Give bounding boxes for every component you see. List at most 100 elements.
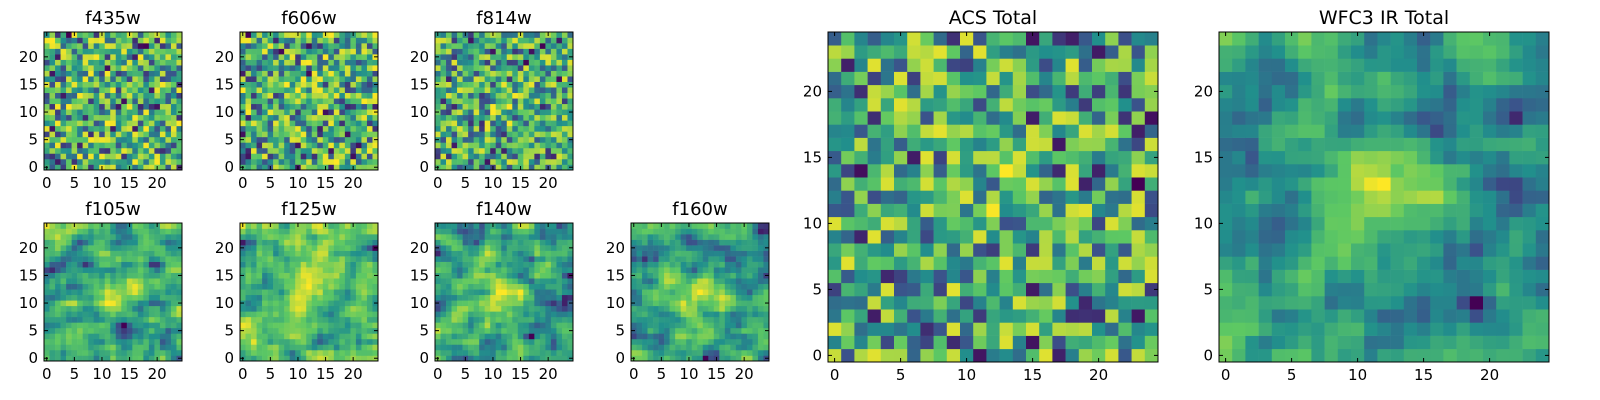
heatmap-cell: [451, 234, 458, 240]
heatmap-cell: [372, 283, 379, 290]
heatmap-cell: [636, 300, 643, 307]
heatmap-cell: [567, 48, 574, 55]
heatmap-cell: [165, 245, 172, 251]
heatmap-cell: [484, 81, 491, 88]
heatmap-cell: [658, 272, 665, 279]
heatmap-cell: [317, 109, 324, 116]
heatmap-cell: [344, 131, 351, 138]
heatmap-cell: [355, 327, 362, 334]
heatmap-cell: [55, 322, 61, 329]
heatmap-cell: [306, 349, 313, 356]
heatmap-cell: [506, 76, 513, 82]
heatmap-cell: [159, 283, 166, 290]
heatmap-cell: [446, 70, 452, 77]
heatmap-cell: [528, 125, 535, 132]
heatmap-cell: [724, 327, 731, 334]
heatmap-cell: [528, 327, 535, 334]
heatmap-cell: [159, 338, 166, 345]
heatmap-cell: [1026, 177, 1040, 191]
heatmap-cell: [561, 311, 568, 318]
heatmap-cell: [165, 305, 172, 312]
heatmap-cell: [999, 216, 1014, 231]
heatmap-cell: [339, 349, 346, 356]
heatmap-cell: [88, 327, 94, 334]
heatmap-cell: [534, 272, 541, 279]
heatmap-cell: [104, 70, 111, 77]
heatmap-cell: [93, 272, 100, 279]
heatmap-cell: [561, 70, 568, 77]
heatmap-cell: [77, 48, 83, 55]
heatmap-cell: [110, 344, 117, 351]
heatmap-cell: [512, 289, 519, 296]
heatmap-cell: [311, 65, 318, 71]
heatmap-cell: [691, 245, 698, 251]
heatmap-cell: [328, 223, 335, 229]
heatmap-cell: [300, 289, 307, 296]
heatmap-cell: [691, 327, 698, 334]
heatmap-cell: [55, 338, 61, 345]
heatmap-cell: [468, 344, 474, 351]
heatmap-cell: [550, 103, 557, 110]
heatmap-cell: [506, 147, 513, 154]
heatmap-cell: [159, 98, 166, 105]
heatmap-cell: [841, 309, 855, 323]
heatmap-cell: [539, 305, 546, 312]
heatmap-cell: [104, 223, 111, 229]
heatmap-cell: [306, 300, 313, 307]
heatmap-cell: [176, 256, 183, 262]
heatmap-cell: [545, 283, 552, 290]
heatmap-cell: [71, 153, 78, 160]
heatmap-cell: [946, 296, 961, 310]
heatmap-cell: [317, 300, 324, 307]
heatmap-cell: [159, 322, 166, 329]
heatmap-cell: [735, 261, 742, 268]
heatmap-cell: [165, 272, 172, 279]
heatmap-cell: [339, 322, 346, 329]
heatmap-cell: [104, 300, 111, 307]
heatmap-cell: [556, 322, 563, 329]
heatmap-cell: [159, 355, 166, 362]
heatmap-cell: [741, 245, 748, 251]
heatmap-cell: [104, 142, 111, 149]
heatmap-cell: [339, 316, 346, 323]
heatmap-cell: [154, 98, 161, 105]
x-tick-label: 20: [735, 365, 754, 383]
heatmap-cell: [60, 131, 67, 138]
heatmap-cell: [534, 65, 541, 71]
heatmap-cell: [240, 256, 246, 262]
heatmap-cell: [523, 120, 530, 127]
heatmap-cell: [752, 283, 759, 290]
heatmap-cell: [479, 109, 485, 116]
heatmap-cell: [143, 239, 150, 246]
heatmap-cell: [1105, 203, 1119, 218]
heatmap-cell: [561, 158, 568, 165]
heatmap-cell: [333, 333, 340, 340]
heatmap-cell: [55, 344, 61, 351]
heatmap-cell: [435, 256, 441, 262]
heatmap-cell: [636, 239, 643, 246]
heatmap-cell: [999, 322, 1014, 336]
heatmap-cell: [545, 349, 552, 356]
heatmap-cell: [295, 158, 302, 165]
heatmap-cell: [647, 261, 654, 268]
heatmap-cell: [322, 98, 329, 105]
heatmap-cell: [567, 223, 574, 229]
heatmap-cell: [517, 147, 524, 154]
heatmap-cell: [523, 294, 530, 301]
heatmap-cell: [501, 142, 508, 149]
heatmap-cell: [534, 120, 541, 127]
heatmap-cell: [49, 283, 56, 290]
heatmap-cell: [523, 338, 530, 345]
heatmap-cell: [523, 48, 530, 55]
heatmap-cell: [746, 261, 753, 268]
heatmap-cell: [99, 256, 106, 262]
heatmap-cell: [350, 305, 357, 312]
heatmap-cell: [328, 239, 335, 246]
heatmap-cell: [306, 32, 313, 38]
heatmap-cell: [523, 142, 530, 149]
heatmap-cell: [289, 70, 296, 77]
heatmap-cell: [165, 311, 172, 318]
heatmap-cell: [132, 59, 139, 66]
heatmap-cell: [567, 92, 574, 99]
heatmap-cell: [148, 37, 155, 44]
